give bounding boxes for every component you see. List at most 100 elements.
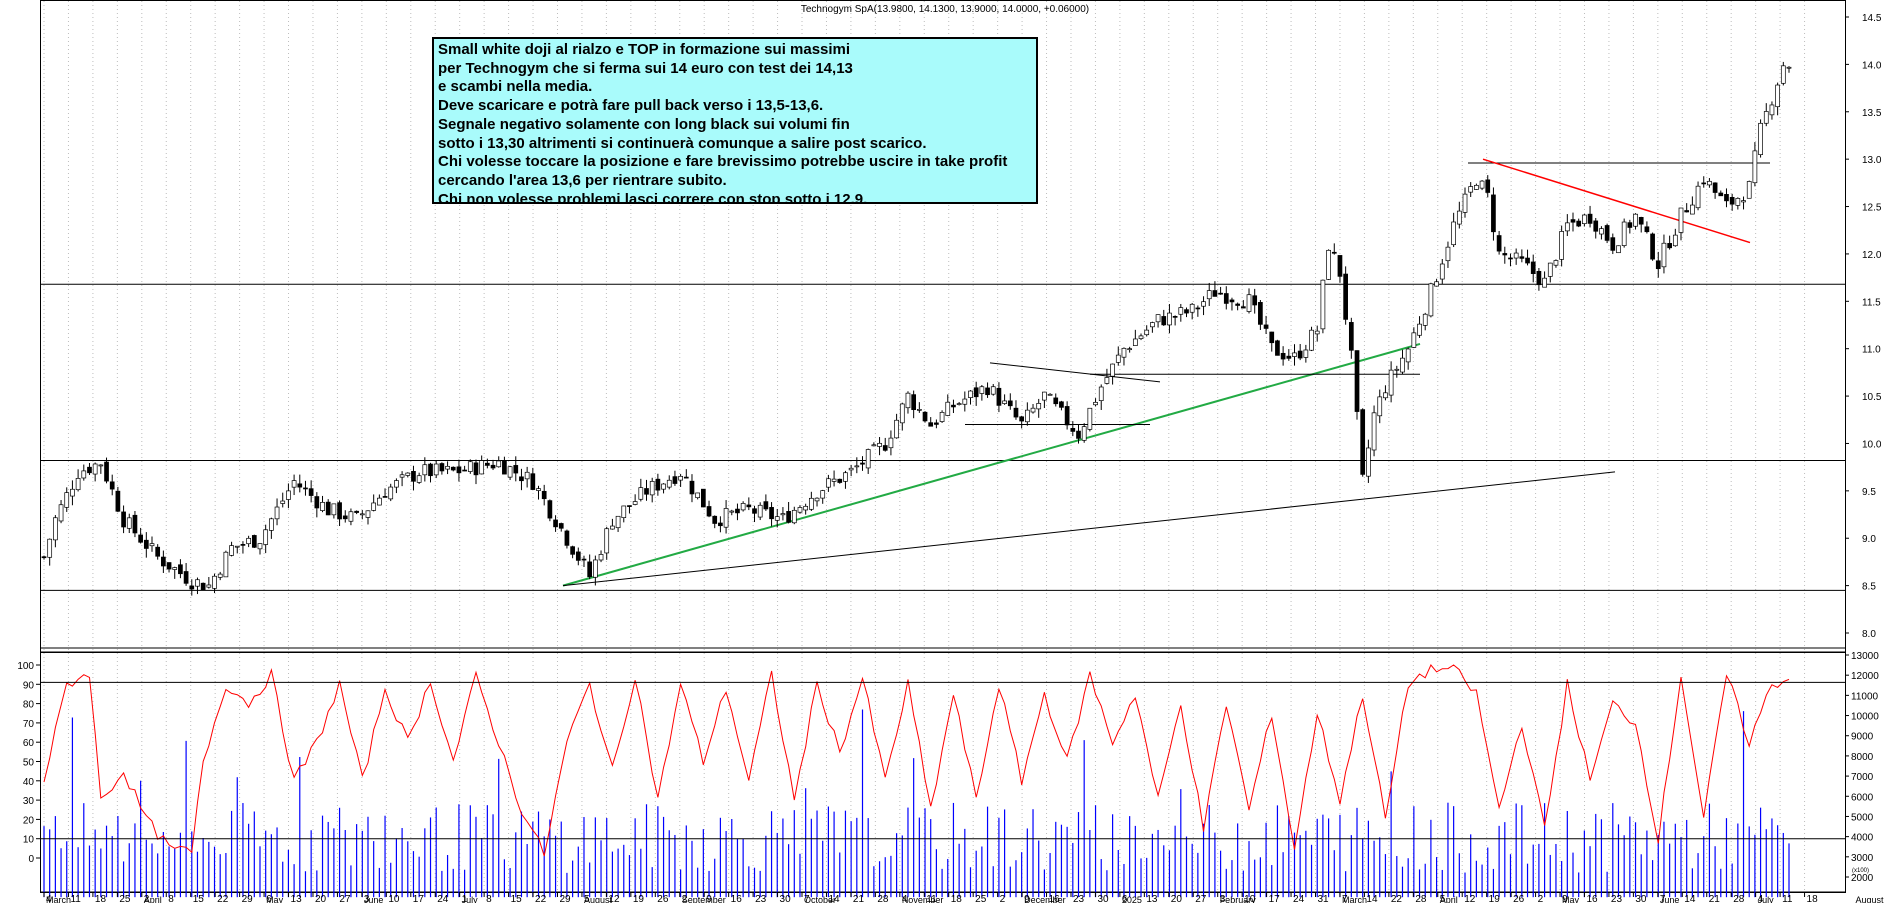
price-tick-label: 8.5 xyxy=(1862,582,1876,593)
x-month-label: July xyxy=(1758,895,1775,903)
candle-body xyxy=(593,559,598,578)
candle-body xyxy=(1422,313,1428,326)
candle-body xyxy=(166,562,172,570)
candle-body xyxy=(1559,231,1564,260)
volume-bars xyxy=(43,709,1790,898)
candle-body xyxy=(399,474,405,478)
candle-body xyxy=(1616,245,1621,254)
candle-body xyxy=(1155,314,1161,323)
candle-body xyxy=(1582,214,1587,225)
candle-body xyxy=(1502,253,1508,256)
candle-body xyxy=(1371,412,1377,451)
x-day-label: 21 xyxy=(853,894,865,903)
candle-body xyxy=(58,504,64,522)
candle-body xyxy=(934,422,939,425)
candle-body xyxy=(1212,290,1218,297)
candle-body xyxy=(1644,226,1650,233)
candle-body xyxy=(1633,213,1638,227)
price-tick-label: 10.5 xyxy=(1862,392,1882,403)
candle-body xyxy=(871,444,877,447)
candle-body xyxy=(1036,403,1042,410)
candle-body xyxy=(564,530,570,546)
candle-body xyxy=(951,404,956,408)
candle-body xyxy=(604,528,610,554)
candle-body xyxy=(183,571,189,584)
annotation-line: Deve scaricare e potrà fare pull back ve… xyxy=(438,97,824,115)
candle-body xyxy=(1707,180,1712,186)
x-day-label: 23 xyxy=(1611,894,1623,903)
candle-body xyxy=(740,503,746,511)
candle-body xyxy=(1508,257,1513,260)
candle-body xyxy=(1053,397,1059,405)
price-axis-ticks: 8.0 8.5 9.0 9.5 10.0 10.5 11.0 11.5 12.0 12.5 13.0… xyxy=(1845,13,1882,640)
candle-body xyxy=(41,556,47,559)
candle-body xyxy=(1303,349,1309,358)
x-month-label: May xyxy=(266,895,284,903)
candle-body xyxy=(1076,430,1081,439)
candle-body xyxy=(1456,210,1462,225)
candle-body xyxy=(445,465,450,470)
candle-body xyxy=(547,500,553,519)
x-day-label: 14 xyxy=(1366,894,1378,903)
x-day-label: 12 xyxy=(1464,894,1476,903)
volume-axis-ticks: 2000 3000 4000 5000 6000 7000 8000 9000 10000 110… xyxy=(1845,651,1879,884)
candle-body xyxy=(1093,401,1098,406)
candle-body xyxy=(178,564,183,575)
x-day-label: 12 xyxy=(608,894,620,903)
x-day-label: 16 xyxy=(1586,894,1598,903)
candle-body xyxy=(280,500,286,504)
candle-body xyxy=(1570,219,1576,223)
candle-body xyxy=(1729,197,1735,205)
candle-body xyxy=(1513,252,1519,259)
candle-body xyxy=(1223,293,1229,304)
x-day-label: 7 xyxy=(1660,894,1666,903)
candle-body xyxy=(1235,303,1240,306)
candle-body xyxy=(1047,393,1053,396)
candle-body xyxy=(712,515,718,524)
candle-body xyxy=(365,510,371,518)
candle-body xyxy=(1428,283,1434,317)
x-day-label: 11 xyxy=(1782,894,1793,903)
x-day-label: 14 xyxy=(828,894,840,903)
candle-body xyxy=(695,492,701,499)
candle-body xyxy=(1576,220,1582,227)
candle-body xyxy=(1229,299,1235,303)
candle-body xyxy=(1775,84,1780,108)
candle-body xyxy=(394,480,399,488)
x-day-label: 15 xyxy=(193,894,205,903)
candle-body xyxy=(1547,262,1553,277)
annotation-line: Small white doji al rialzo e TOP in form… xyxy=(438,41,851,58)
candle-body xyxy=(706,506,712,517)
candle-body xyxy=(1650,233,1655,260)
candle-body xyxy=(274,506,280,520)
candle-body xyxy=(791,509,797,524)
x-day-label: 23 xyxy=(1073,894,1085,903)
candle-body xyxy=(195,579,200,587)
volume-tick-label: 11000 xyxy=(1851,691,1879,702)
x-day-label: 29 xyxy=(242,894,254,903)
oscillator-tick-label: 0 xyxy=(28,854,34,865)
candle-body xyxy=(1002,400,1007,404)
candle-body xyxy=(1172,316,1178,318)
candle-body xyxy=(1087,407,1093,430)
candle-body xyxy=(700,488,706,508)
candle-body xyxy=(1599,228,1604,235)
candle-body xyxy=(843,472,848,482)
x-day-label: 3 xyxy=(364,894,370,903)
candle-body xyxy=(985,387,990,396)
candle-body xyxy=(1178,307,1184,315)
candle-body xyxy=(723,508,729,528)
candle-body xyxy=(632,501,638,505)
x-month-label: September xyxy=(682,895,726,903)
candle-body xyxy=(64,492,70,508)
candle-body xyxy=(1604,225,1610,241)
candle-body xyxy=(1536,270,1542,286)
candle-body xyxy=(303,487,308,490)
candle-body xyxy=(575,551,581,561)
oscillator-tick-label: 10 xyxy=(23,835,35,846)
x-day-label: 13 xyxy=(291,894,303,903)
x-day-label: 2 xyxy=(144,894,150,903)
x-day-label: 21 xyxy=(1709,894,1721,903)
x-day-label: 8 xyxy=(168,894,174,903)
candle-body xyxy=(1752,150,1758,184)
